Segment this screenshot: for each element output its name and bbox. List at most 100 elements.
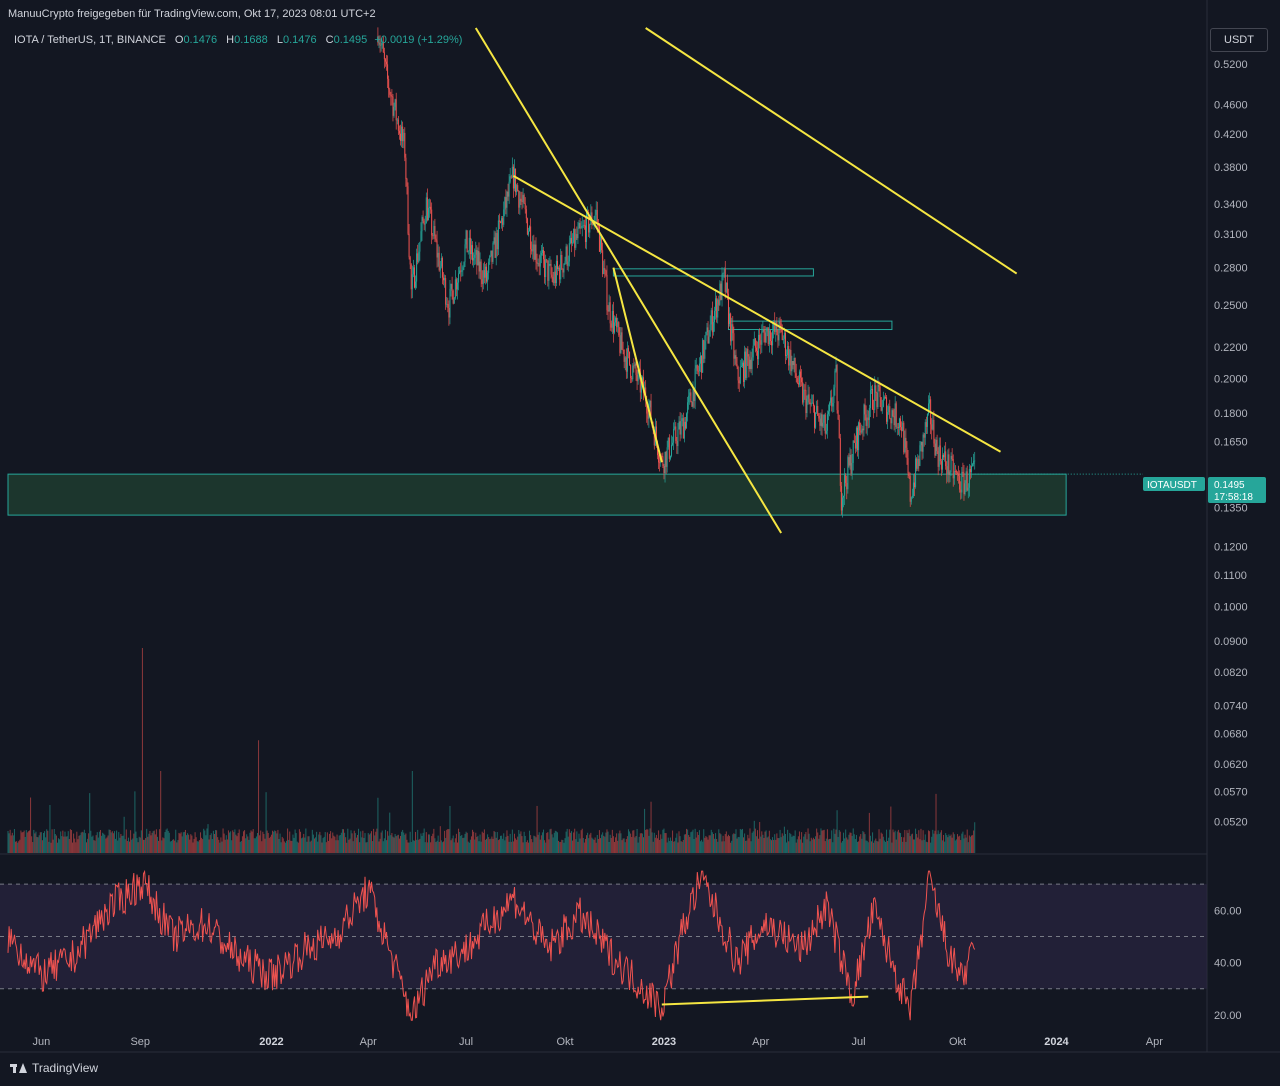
candle-body (691, 402, 693, 407)
candle-body (464, 244, 466, 263)
volume-bar (566, 828, 568, 853)
volume-bar (483, 829, 485, 853)
volume-bar (625, 839, 627, 853)
volume-bar (902, 841, 904, 853)
volume-bar (320, 835, 322, 853)
volume-bar (572, 840, 574, 853)
candle-body (763, 329, 765, 334)
volume-bar (519, 833, 521, 853)
candle-body (972, 464, 974, 466)
candle-body (850, 454, 852, 474)
volume-bar (418, 839, 420, 853)
volume-bar (372, 841, 374, 853)
volume-bar (886, 829, 888, 853)
candle-body (726, 282, 728, 294)
volume-bar (256, 832, 258, 853)
volume-bar (246, 834, 248, 853)
candle-body (838, 419, 840, 439)
candle-body (969, 468, 971, 473)
candle-body (705, 332, 707, 342)
volume-bar (551, 834, 553, 853)
price-tag-symbol-box (1143, 477, 1205, 491)
volume-bar (845, 829, 847, 853)
volume-bar (846, 837, 848, 853)
candle-body (511, 166, 513, 178)
volume-bar (137, 842, 139, 853)
candle-body (743, 362, 745, 382)
volume-bar (250, 830, 252, 853)
time-tick-label: Jul (459, 1036, 473, 1048)
candle-body (802, 382, 804, 403)
volume-bar (767, 836, 769, 853)
candle-body (589, 224, 591, 233)
candle-body (927, 403, 929, 414)
volume-bar (872, 832, 874, 853)
volume-bar (45, 837, 47, 853)
candle-body (377, 36, 379, 43)
volume-bar (839, 831, 841, 853)
volume-bar (858, 841, 860, 853)
currency-button[interactable]: USDT (1210, 28, 1268, 52)
volume-bar (188, 834, 190, 853)
candle-body (440, 258, 442, 267)
candle-body (762, 329, 764, 332)
volume-bar (13, 829, 15, 853)
candle-body (483, 270, 485, 278)
volume-bar (170, 841, 172, 853)
candle-body (864, 404, 866, 415)
volume-bar (593, 839, 595, 853)
volume-bar (311, 829, 313, 853)
candle-body (934, 443, 936, 456)
volume-bar (965, 837, 967, 853)
candle-body (633, 365, 635, 367)
candle-body (567, 261, 569, 266)
volume-bar (503, 833, 505, 853)
volume-bar (383, 838, 385, 853)
candle-body (712, 322, 714, 333)
legend-symbol[interactable]: IOTA / TetherUS, 1T, BINANCE (14, 34, 166, 46)
candle-body (719, 283, 721, 305)
volume-bar (55, 835, 57, 853)
candle-body (421, 217, 423, 232)
volume-bar (717, 841, 719, 853)
volume-bar (969, 836, 971, 853)
candle-body (470, 245, 472, 255)
candle-body (736, 364, 738, 368)
volume-bar (608, 841, 610, 853)
volume-bar (643, 837, 645, 853)
volume-bar (586, 835, 588, 853)
candle-body (386, 61, 388, 65)
candle-body (733, 333, 735, 359)
volume-bar (496, 832, 498, 853)
candle-body (526, 218, 528, 235)
volume-bar (125, 829, 127, 853)
volume-bar (229, 832, 231, 853)
volume-bar (123, 816, 125, 853)
candle-body (505, 197, 507, 208)
volume-bar (545, 842, 547, 853)
volume-bar (793, 835, 795, 853)
volume-bar (634, 837, 636, 853)
volume-bar (247, 836, 249, 853)
volume-bar (580, 830, 582, 853)
volume-bar (850, 832, 852, 853)
volume-bar (707, 839, 709, 853)
candle-body (577, 228, 579, 239)
candle-body (430, 206, 432, 210)
candle-body (600, 236, 602, 252)
volume-bar (293, 837, 295, 853)
tradingview-logo[interactable]: TradingView (10, 1061, 98, 1075)
volume-bar (790, 834, 792, 853)
candle-body (625, 357, 627, 372)
volume-bar (892, 829, 894, 853)
volume-bar (972, 835, 974, 853)
volume-bar (615, 837, 617, 853)
volume-bar (321, 842, 323, 853)
volume-bar (941, 840, 943, 853)
volume-bar (144, 839, 146, 853)
candle-body (973, 460, 975, 465)
tradingview-icon (10, 1063, 27, 1073)
candle-body (519, 198, 521, 208)
volume-bar (382, 841, 384, 853)
